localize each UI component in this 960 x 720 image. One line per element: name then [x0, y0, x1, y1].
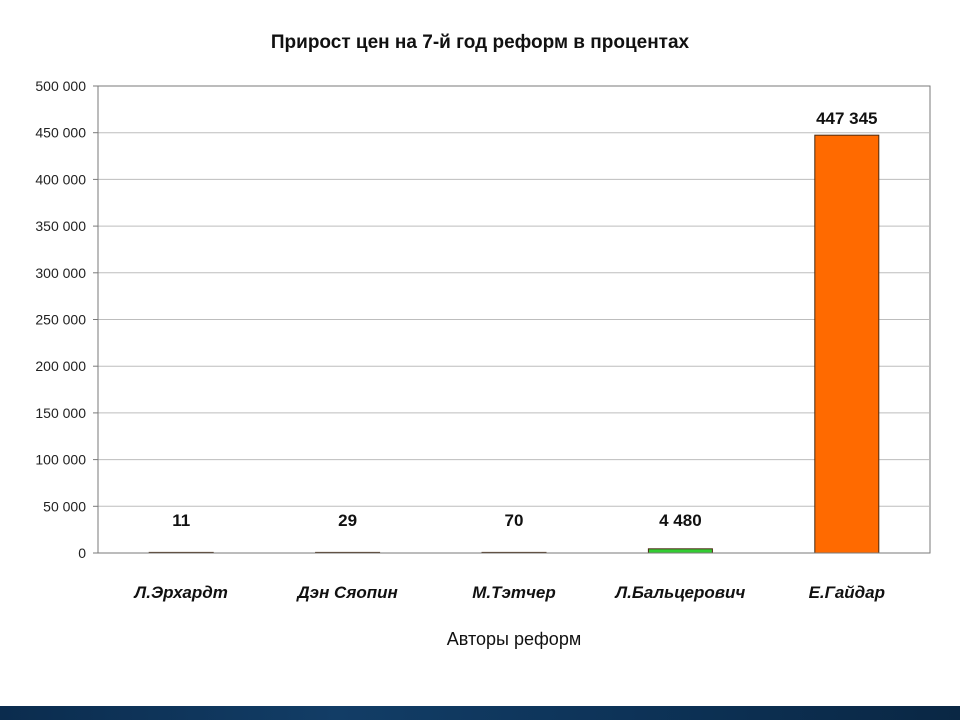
- y-tick-label: 200 000: [35, 358, 86, 374]
- y-tick-label: 0: [78, 545, 86, 561]
- y-tick-label: 300 000: [35, 265, 86, 281]
- y-tick-label: 100 000: [35, 452, 86, 468]
- category-label: Дэн Сяопин: [295, 583, 397, 602]
- bar-chart: Прирост цен на 7-й год реформ в процента…: [35, 32, 931, 649]
- category-label: Л.Бальцерович: [613, 583, 745, 602]
- y-tick-label: 350 000: [35, 218, 86, 234]
- y-tick-label: 400 000: [35, 171, 86, 187]
- gridlines: [93, 85, 930, 554]
- y-tick-label: 250 000: [35, 312, 86, 328]
- data-label: 70: [505, 511, 524, 530]
- y-tick-label: 500 000: [35, 78, 86, 94]
- bar-3: [647, 548, 713, 554]
- x-axis-category-labels: Л.Эрхардт Дэн Сяопин М.Тэтчер Л.Бальцерович…: [133, 583, 885, 602]
- category-label: Л.Эрхардт: [133, 583, 228, 602]
- category-label: Е.Гайдар: [809, 583, 885, 602]
- data-label: 11: [172, 511, 190, 530]
- y-axis-tick-labels: 0 50 000 100 000 150 000 200 000 250 000 300 0…: [35, 78, 86, 561]
- data-labels: 11 29 70 4 480 447 345: [172, 109, 877, 530]
- chart-title: Прирост цен на 7-й год реформ в процента…: [271, 32, 690, 53]
- data-label: 29: [338, 511, 357, 530]
- data-label: 4 480: [659, 511, 702, 530]
- y-tick-label: 450 000: [35, 125, 86, 141]
- category-label: М.Тэтчер: [472, 583, 556, 602]
- x-axis-title: Авторы реформ: [447, 629, 581, 649]
- data-label: 447 345: [816, 109, 877, 128]
- bar-4: [814, 134, 880, 554]
- y-tick-label: 150 000: [35, 405, 86, 421]
- y-tick-label: 50 000: [43, 498, 86, 514]
- slide-footer-band: [0, 706, 960, 720]
